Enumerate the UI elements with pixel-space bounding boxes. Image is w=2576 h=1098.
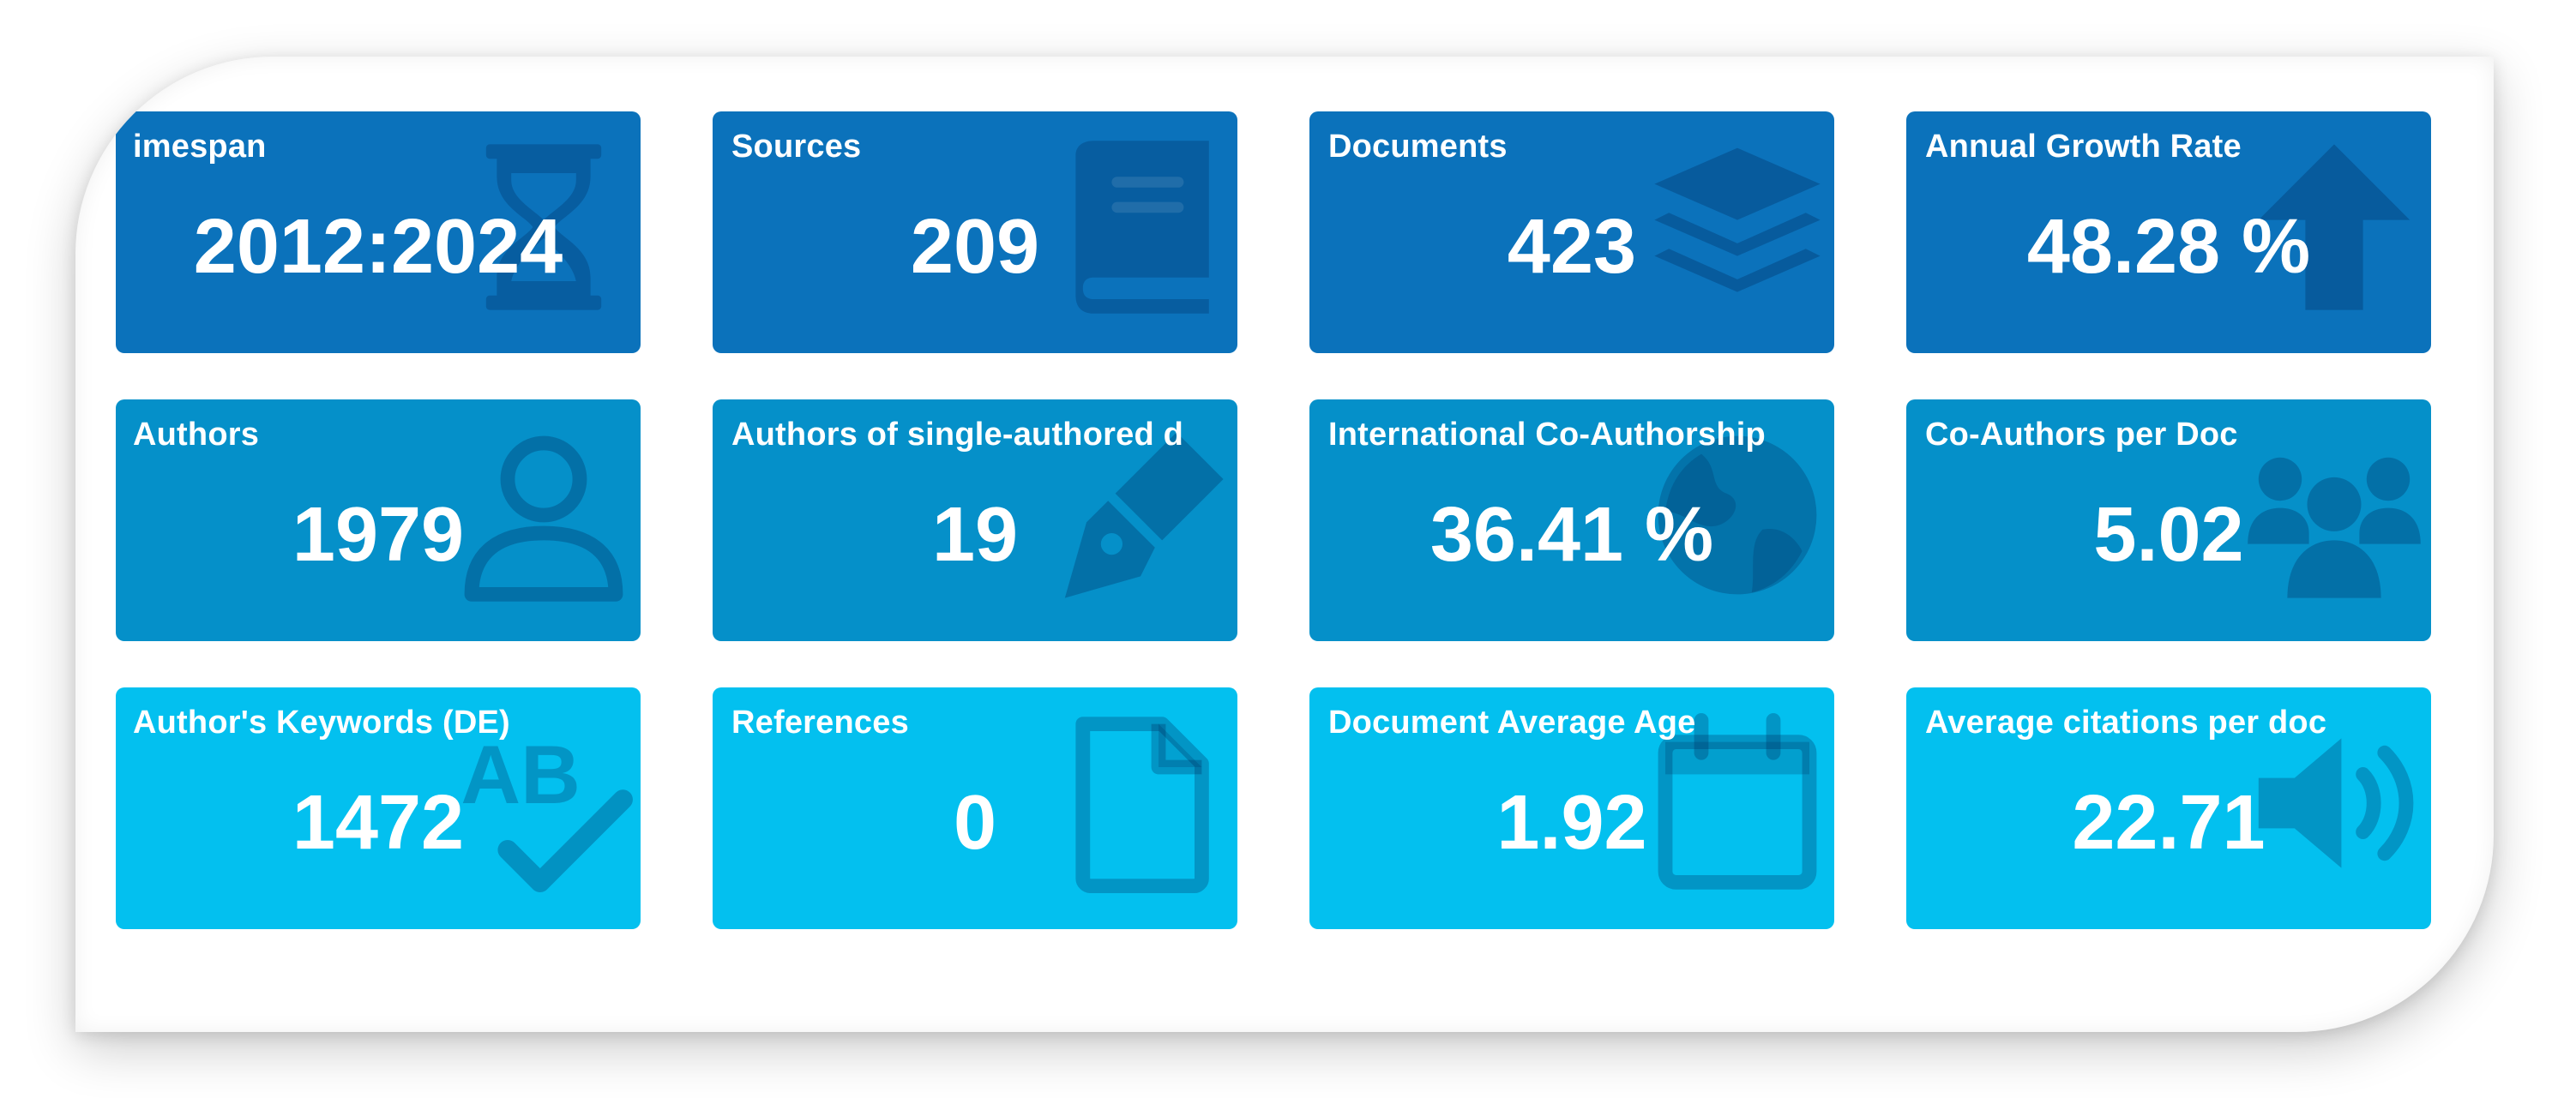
value-box-grid: imespan 2012:2024 Sources 209 — [116, 111, 2477, 929]
user-icon — [454, 425, 634, 605]
calendar-icon — [1647, 713, 1827, 893]
value-box-authors: Authors 1979 — [116, 399, 641, 641]
card-value: 1.92 — [1496, 780, 1647, 866]
card-title: Authors of single-authored d — [731, 417, 1184, 453]
layers-icon — [1647, 137, 1827, 317]
value-box-authors-keywords: AB Author's Keywords (DE) 1472 — [116, 687, 641, 929]
value-box-single-authored-authors: Authors of single-authored d 19 — [713, 399, 1237, 641]
card-title: Annual Growth Rate — [1925, 129, 2242, 165]
pen-nib-icon — [1050, 425, 1231, 605]
card-title: References — [731, 705, 909, 741]
value-box-co-authors-per-doc: Co-Authors per Doc 5.02 — [1906, 399, 2431, 641]
users-icon — [2244, 425, 2424, 605]
card-title: Authors — [133, 417, 260, 453]
card-value: 48.28 % — [2026, 204, 2311, 290]
card-value: 209 — [910, 204, 1040, 290]
value-box-annual-growth-rate: Annual Growth Rate 48.28 % — [1906, 111, 2431, 353]
card-value: 19 — [931, 492, 1019, 578]
globe-icon — [1647, 425, 1827, 605]
card-title: Average citations per doc — [1925, 705, 2327, 741]
card-value: 1979 — [292, 492, 465, 578]
card-value: 22.71 — [2072, 780, 2266, 866]
value-box-average-citations-per-doc: Average citations per doc 22.71 — [1906, 687, 2431, 929]
card-title: Author's Keywords (DE) — [133, 705, 510, 741]
card-value: 36.41 % — [1429, 492, 1714, 578]
value-box-timespan: imespan 2012:2024 — [116, 111, 641, 353]
value-box-references: References 0 — [713, 687, 1237, 929]
card-title: International Co-Authorship — [1328, 417, 1766, 453]
hourglass-icon — [454, 137, 634, 317]
card-value: 0 — [953, 780, 997, 866]
spell-check-icon: AB — [454, 713, 634, 893]
card-title: imespan — [133, 129, 267, 165]
value-box-document-average-age: Document Average Age 1.92 — [1309, 687, 1834, 929]
volume-icon — [2244, 713, 2424, 893]
card-title: Co-Authors per Doc — [1925, 417, 2238, 453]
card-value: 423 — [1507, 204, 1637, 290]
card-value: 5.02 — [2093, 492, 2244, 578]
value-box-documents: Documents 423 — [1309, 111, 1834, 353]
value-box-sources: Sources 209 — [713, 111, 1237, 353]
dashboard-panel: imespan 2012:2024 Sources 209 — [75, 57, 2494, 1032]
card-title: Documents — [1328, 129, 1508, 165]
card-value: 2012:2024 — [193, 204, 563, 290]
book-icon — [1050, 137, 1231, 317]
card-value: 1472 — [292, 780, 465, 866]
file-icon — [1050, 713, 1231, 893]
svg-text:AB: AB — [460, 729, 581, 821]
value-box-international-co-authorship: International Co-Authorship 36.41 % — [1309, 399, 1834, 641]
card-title: Document Average Age — [1328, 705, 1696, 741]
arrow-up-icon — [2244, 137, 2424, 317]
card-title: Sources — [731, 129, 862, 165]
